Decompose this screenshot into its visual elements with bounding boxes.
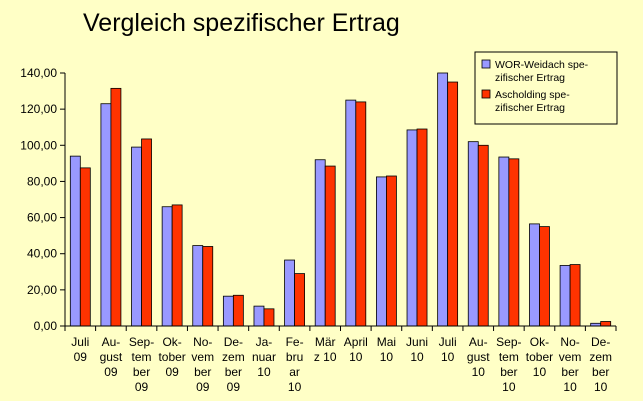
bar-series-2 [569,264,581,327]
bar-series-2 [508,158,520,327]
bar-series-2 [232,294,244,327]
x-tick-label: Mai 10 [377,335,396,364]
bar-series-2 [539,226,550,327]
x-tick-label: Au-gust 09 [100,335,123,379]
bars [69,72,612,327]
bar-series-2 [324,165,336,327]
bar-series-2 [263,308,275,327]
x-tick-label: Ok-tober 09 [158,335,185,379]
y-tick-label: 120,00 [20,102,57,116]
bar-series-1 [467,141,479,327]
bar-series-1 [437,72,449,327]
y-tick-label: 100,00 [20,138,57,152]
bar-series-2 [202,246,214,327]
bar-series-1 [69,155,81,327]
bar-series-1 [529,223,540,327]
x-tick-label: No-vem ber 10 [559,335,582,394]
bar-series-2 [447,81,459,327]
bar-series-1 [131,146,142,327]
legend-box [474,51,618,125]
bar-series-2 [355,101,367,327]
y-tick-label: 40,00 [27,247,57,261]
bar-series-2 [386,175,397,327]
legend: WOR-Weidach spe-zifischer Ertrag Ascholdi… [474,51,618,125]
y-axis-labels: 0,00 20,00 40,00 60,00 80,00 100,00 120,00 140,… [20,66,57,333]
y-tick-label: 0,00 [34,319,58,333]
bar-series-1 [345,99,357,327]
x-tick-label: De-zem ber 10 [589,335,612,394]
bar-series-1 [161,206,173,327]
x-tick-label: De-zem ber 09 [222,335,245,394]
x-tick-label: April 10 [344,335,368,364]
x-tick-label: Sep-tem ber 09 [129,335,154,394]
bar-series-2 [110,87,122,327]
bar-series-1 [406,129,418,327]
bar-series-1 [253,305,265,327]
x-tick-label: Fe-bru ar 10 [286,335,304,394]
x-tick-label: No-vem ber 09 [191,335,214,394]
bar-series-2 [416,128,428,327]
y-tick-label: 140,00 [20,66,57,80]
y-tick-label: 60,00 [27,211,57,225]
legend-swatch [481,89,491,99]
bar-series-1 [314,159,326,327]
bar-series-1 [284,259,295,327]
bar-series-1 [376,176,387,327]
x-tick-label: Juli 09 [71,335,89,364]
x-tick-label: Ja-nuar 10 [252,335,276,379]
x-tick-label: Mär z 10 [314,335,337,364]
bar-series-1 [192,245,204,327]
x-tick-label: Au-gust 10 [467,335,490,379]
bar-series-1 [222,295,234,327]
legend-label: Ascholding spe-zifischer Ertrag [495,89,570,114]
bar-series-2 [294,273,305,327]
x-tick-label: Sep-tem ber 10 [496,335,521,394]
legend-swatch [481,59,491,69]
y-tick-label: 80,00 [27,174,57,188]
bar-series-2 [79,167,91,327]
x-tick-label: Juli 10 [439,335,457,364]
bar-series-2 [477,144,489,327]
legend-label: WOR-Weidach spe-zifischer Ertrag [495,59,589,84]
x-tick-label: Juni 10 [406,335,428,364]
bar-series-1 [559,265,571,327]
bar-series-2 [171,204,183,327]
axes [60,72,617,331]
chart-title: Vergleich spezifischer Ertrag [83,9,400,37]
bar-series-1 [100,103,112,327]
bar-series-2 [141,138,152,327]
y-tick-label: 20,00 [27,283,57,297]
bar-series-1 [498,156,510,327]
x-tick-label: Ok-tober 10 [526,335,553,379]
bar-series-2 [600,321,612,327]
